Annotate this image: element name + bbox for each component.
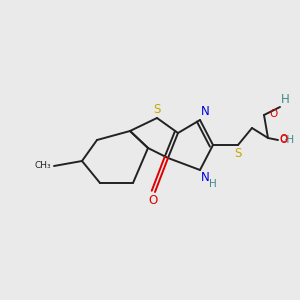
Text: O: O <box>270 109 278 119</box>
Text: S: S <box>234 147 242 160</box>
Text: ·H: ·H <box>284 135 295 145</box>
Text: N: N <box>201 105 210 118</box>
Text: N: N <box>201 171 210 184</box>
Text: O: O <box>148 194 158 207</box>
Text: O: O <box>279 135 287 145</box>
Text: O: O <box>279 134 287 144</box>
Text: H: H <box>209 179 217 189</box>
Text: H: H <box>281 93 290 106</box>
Text: S: S <box>153 103 161 116</box>
Text: CH₃: CH₃ <box>34 161 51 170</box>
